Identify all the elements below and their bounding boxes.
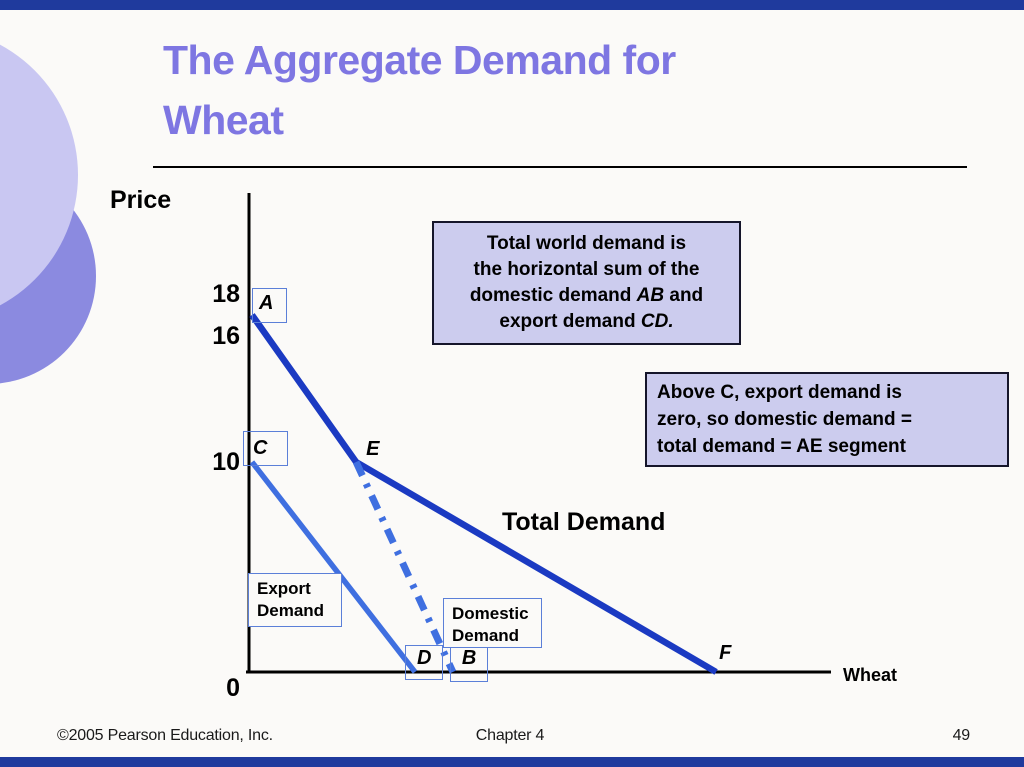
- note1-line4-text: export demand: [499, 311, 641, 332]
- point-label-F: F: [719, 642, 732, 664]
- export-demand-label-line1: Export: [257, 579, 311, 598]
- note1-segment-ab: AB: [636, 285, 665, 306]
- point-label-C: C: [253, 437, 268, 459]
- point-label-B: B: [461, 647, 477, 669]
- domestic-demand-label-line2: Demand: [452, 626, 520, 645]
- note1-line3: domestic demand AB and: [440, 283, 733, 309]
- y-tick-18: 18: [212, 280, 240, 308]
- point-label-A: A: [259, 292, 274, 314]
- x-axis-title: Wheat: [843, 665, 897, 685]
- annotation-above-c: Above C, export demand is zero, so domes…: [645, 372, 1009, 467]
- point-label-E: E: [366, 438, 380, 460]
- y-tick-16: 16: [212, 322, 240, 350]
- y-axis-title: Price: [110, 186, 172, 214]
- point-box-C: [243, 431, 288, 466]
- note1-segment-cd: CD.: [640, 311, 674, 332]
- page-title: The Aggregate Demand for Wheat: [163, 30, 983, 150]
- note1-line3-tail: and: [664, 285, 704, 306]
- series-line-export: [249, 460, 418, 674]
- footer-copyright: ©2005 Pearson Education, Inc.: [57, 727, 273, 744]
- note2-line3: total demand = AE segment: [657, 436, 906, 457]
- note1-line2: the horizontal sum of the: [473, 259, 700, 280]
- y-tick-0: 0: [226, 674, 240, 702]
- page-title-line1: The Aggregate Demand for: [163, 37, 676, 83]
- note1-line4: export demand CD.: [440, 309, 733, 335]
- export-demand-label-line2: Demand: [257, 601, 325, 620]
- annotation-total-world-demand: Total world demand is the horizontal sum…: [432, 221, 741, 345]
- title-divider: [153, 166, 967, 168]
- domestic-demand-curve-label: Domestic Demand: [443, 598, 542, 648]
- note1-line3-text: domestic demand: [469, 285, 637, 306]
- top-accent-bar: [0, 0, 1024, 10]
- y-tick-10: 10: [212, 448, 240, 476]
- point-box-D: [405, 645, 443, 680]
- domestic-demand-label-line1: Domestic: [452, 604, 529, 623]
- footer-chapter: Chapter 4: [475, 727, 545, 744]
- total-demand-curve-label: Total Demand: [502, 508, 666, 536]
- note2-line1: Above C, export demand is: [657, 382, 902, 403]
- note2-line2: zero, so domestic demand =: [657, 409, 912, 430]
- point-box-A: [252, 288, 287, 323]
- footer-page-number: 49: [952, 727, 971, 744]
- page-title-line2: Wheat: [163, 97, 284, 143]
- export-demand-curve-label: Export Demand: [248, 573, 342, 627]
- point-label-D: D: [417, 647, 432, 669]
- note1-line1: Total world demand is: [486, 233, 687, 254]
- series-line-domestic: [352, 460, 457, 674]
- bottom-accent-bar: [0, 757, 1024, 767]
